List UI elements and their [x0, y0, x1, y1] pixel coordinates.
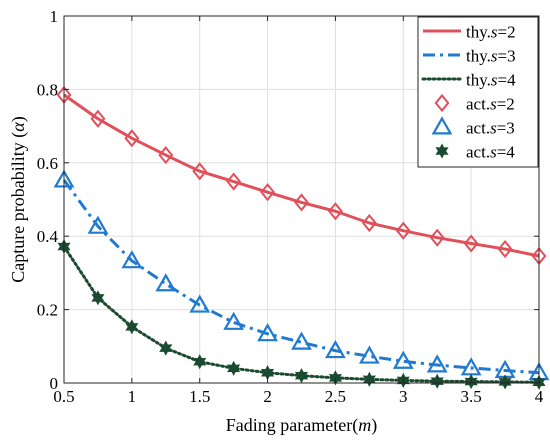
actual-marker-s2-4	[192, 162, 208, 181]
actual-marker-s4-13	[498, 374, 512, 390]
y-tick-label-1: 0.2	[37, 301, 58, 320]
actual-marker-s2-7	[294, 193, 309, 212]
actual-marker-s3-3	[155, 273, 177, 292]
legend-label-thy-s3: thy.s=3	[466, 47, 516, 66]
legend: thy.s=2 thy.s=3 thy.s=4 act.s=2 act.s=3 …	[417, 16, 539, 168]
x-tick-label-7: 4	[535, 387, 544, 406]
legend-marker-act-1	[431, 116, 453, 135]
legend-box	[417, 16, 539, 168]
actual-marker-s4-11	[430, 373, 444, 389]
actual-marker-s2-2	[124, 129, 140, 148]
legend-label-thy-s2: thy.s=2	[466, 23, 516, 42]
legend-label-thy-s4: thy.s=4	[466, 71, 516, 90]
actual-marker-s3-1	[87, 215, 109, 234]
theory-line-s3	[62, 179, 540, 375]
actual-marker-s2-13	[497, 239, 513, 259]
actual-marker-s3-2	[121, 250, 143, 269]
series-layer	[53, 85, 550, 390]
x-tick-label-1: 1	[128, 387, 137, 406]
legend-marker-act-0	[434, 93, 450, 113]
actual-marker-s3-4	[189, 294, 211, 313]
y-tick-label-4: 0.8	[37, 80, 58, 99]
x-axis-label: Fading parameter(m)	[226, 415, 377, 436]
actual-marker-s3-5	[223, 311, 245, 330]
x-tick-label-0: 0.5	[53, 387, 74, 406]
actual-marker-s4-2	[125, 319, 139, 335]
legend-label-act-s2: act.s=2	[466, 95, 515, 114]
x-tick-label-3: 2	[263, 387, 272, 406]
x-tick-label-2: 1.5	[189, 387, 210, 406]
actual-marker-s4-9	[362, 371, 376, 387]
actual-marker-s4-7	[294, 368, 309, 384]
actual-marker-s4-4	[193, 354, 207, 370]
actual-marker-s3-8	[325, 339, 346, 359]
actual-marker-s3-11	[426, 354, 448, 373]
actual-marker-s3-9	[358, 345, 380, 364]
actual-marker-s2-12	[463, 234, 479, 253]
theory-line-s2	[63, 93, 540, 258]
actual-marker-s2-5	[226, 172, 242, 191]
actual-marker-s2-10	[395, 221, 411, 240]
y-tick-label-0: 0	[50, 374, 59, 393]
actual-marker-s2-6	[260, 183, 276, 202]
actual-marker-s3-10	[392, 350, 414, 369]
actual-marker-s2-9	[361, 213, 377, 233]
actual-marker-s3-7	[291, 331, 312, 350]
legend-marker-act-2	[435, 143, 449, 159]
actual-marker-s4-8	[328, 370, 342, 386]
actual-marker-s4-3	[159, 340, 173, 356]
ticks: 0.5 1 1.5 2 2.5 3 3.5 4 0 0.2 0.4 0.6 0.8 1	[37, 7, 544, 406]
x-tick-label-6: 3.5	[461, 387, 482, 406]
y-tick-label-2: 0.4	[37, 227, 59, 246]
legend-symbols	[421, 29, 463, 159]
actual-marker-s2-3	[158, 146, 174, 165]
legend-label-act-s4: act.s=4	[466, 143, 515, 162]
actual-marker-s4-1	[91, 290, 105, 306]
x-tick-label-5: 3	[399, 387, 408, 406]
actual-marker-s2-11	[429, 228, 445, 247]
y-axis-label: Capture probability (α)	[8, 116, 29, 282]
y-tick-label-3: 0.6	[37, 154, 58, 173]
actual-marker-s3-6	[257, 323, 278, 342]
actual-marker-s2-8	[327, 202, 343, 221]
actual-marker-s2-1	[90, 109, 106, 128]
actual-marker-s4-5	[227, 360, 241, 376]
legend-label-act-s3: act.s=3	[466, 119, 515, 138]
x-tick-label-4: 2.5	[325, 387, 346, 406]
plot-area-frame	[63, 15, 540, 384]
y-tick-label-5: 1	[50, 7, 59, 26]
